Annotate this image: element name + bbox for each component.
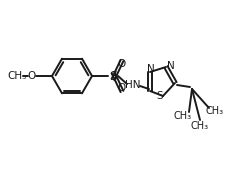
Text: S: S bbox=[109, 69, 117, 82]
Text: CH₃: CH₃ bbox=[7, 71, 27, 81]
Text: S: S bbox=[157, 91, 163, 101]
Text: N: N bbox=[167, 61, 175, 71]
Text: CH₃: CH₃ bbox=[191, 121, 209, 131]
Text: N: N bbox=[147, 64, 155, 74]
Text: HN: HN bbox=[125, 80, 141, 90]
Text: O: O bbox=[118, 83, 126, 93]
Text: O: O bbox=[28, 71, 36, 81]
Text: CH₃: CH₃ bbox=[206, 106, 224, 116]
Text: O: O bbox=[118, 59, 126, 69]
Text: CH₃: CH₃ bbox=[174, 111, 192, 121]
